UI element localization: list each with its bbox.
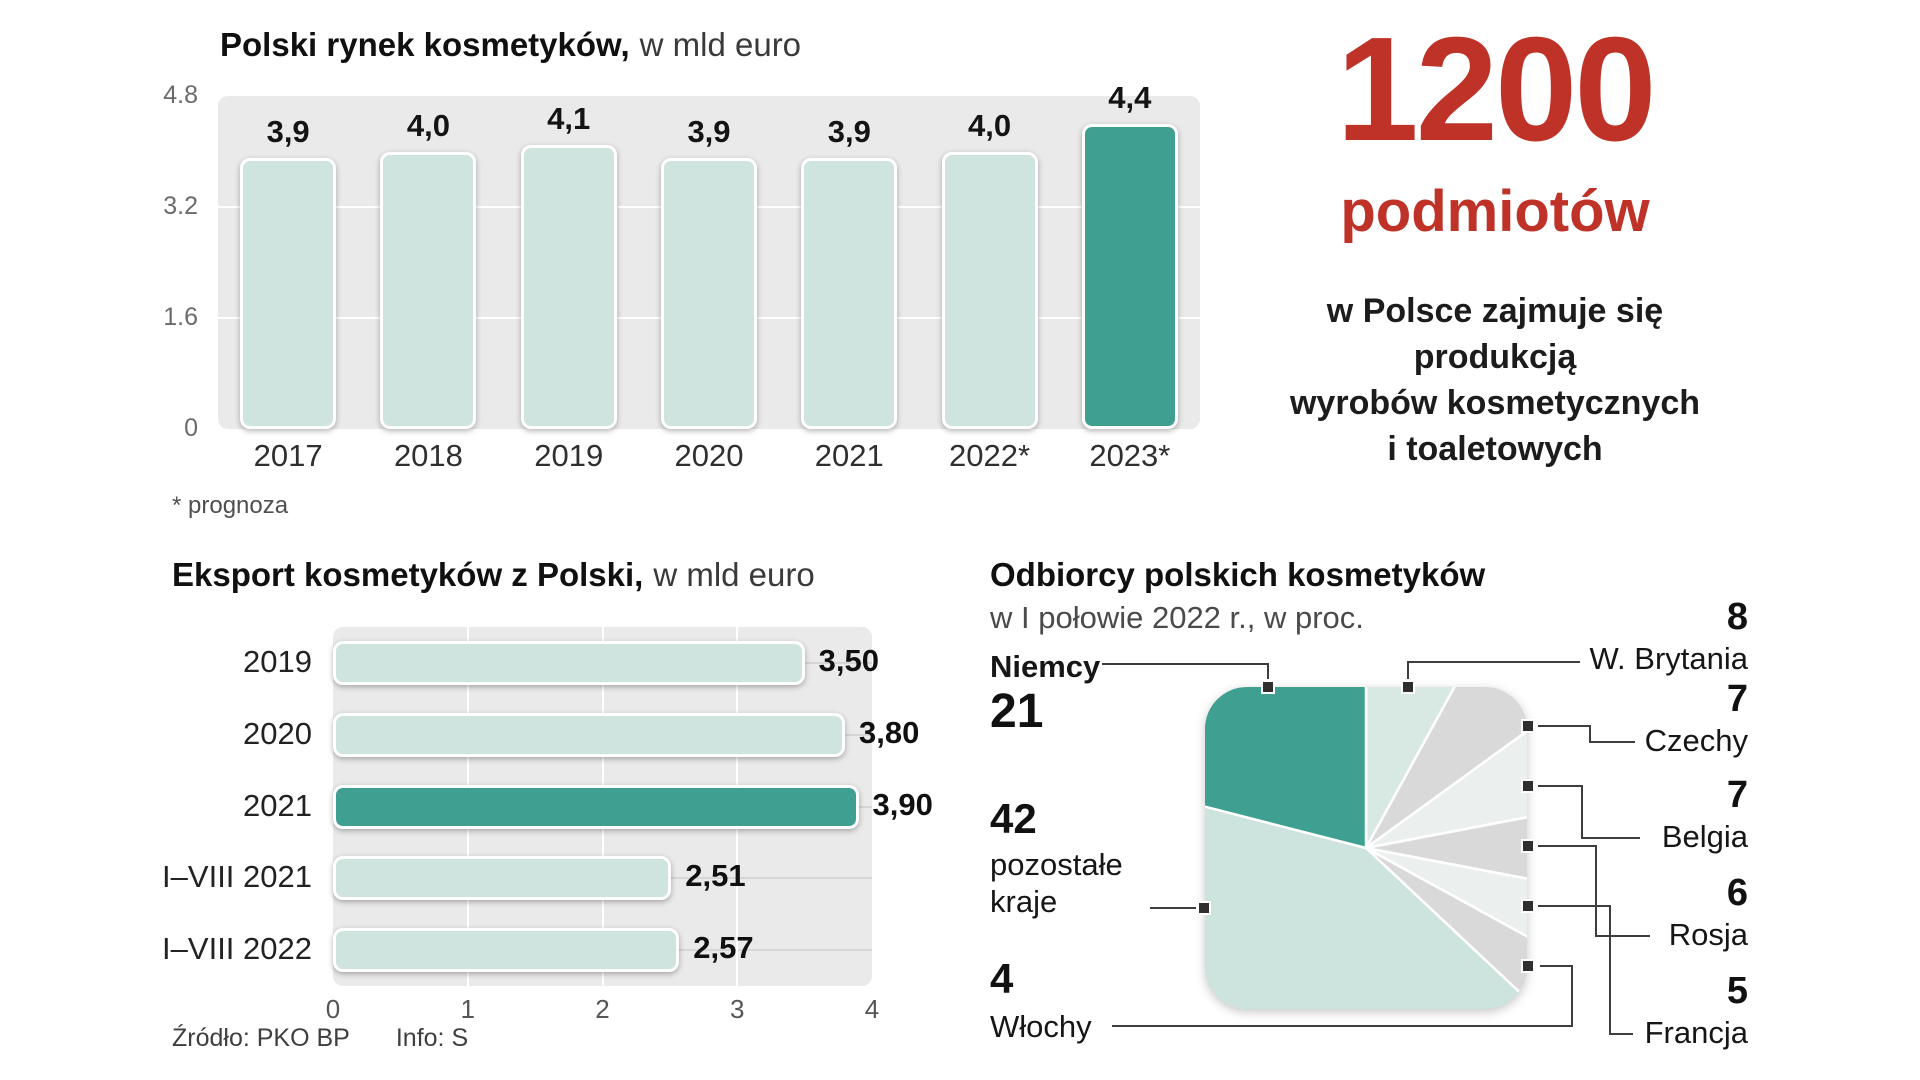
info-text: Info: S bbox=[395, 1024, 469, 1052]
connector-niemcy bbox=[1102, 663, 1269, 679]
pie-value-w-brytania: 8 bbox=[1726, 596, 1748, 638]
bar-value-2021: 3,90 bbox=[872, 786, 933, 822]
x-category-2017: 2017 bbox=[253, 438, 323, 473]
pie-chart-title: Odbiorcy polskich kosmetyków bbox=[990, 556, 1486, 593]
highlight-line-1: w Polsce zajmuje się bbox=[1326, 292, 1664, 330]
bar-2019 bbox=[333, 640, 805, 685]
highlight-word: podmiotów bbox=[1340, 179, 1650, 244]
market-footnote: * prognoza bbox=[172, 492, 289, 519]
market-x-axis: 2017 2018 2019 2020 2021 2022* 2023* bbox=[218, 438, 1200, 478]
export-chart-title-main: Eksport kosmetyków z Polski, bbox=[172, 556, 644, 593]
category-i-viii-2022: I–VIII 2022 bbox=[162, 931, 312, 967]
bar-value-2020: 3,80 bbox=[859, 714, 920, 750]
x-category-2020: 2020 bbox=[674, 438, 744, 473]
highlight-line-3: wyrobów kosmetycznych bbox=[1289, 384, 1700, 422]
bar-value-2018: 4,0 bbox=[406, 107, 450, 143]
pie-slice-group bbox=[1205, 687, 1527, 1009]
category-i-viii-2021: I–VIII 2021 bbox=[162, 859, 312, 895]
market-chart-title-main: Polski rynek kosmetyków, bbox=[220, 26, 630, 63]
market-chart-title: Polski rynek kosmetyków, w mld euro bbox=[220, 26, 801, 64]
x-tick-3: 3 bbox=[730, 994, 745, 1024]
pie-chart bbox=[1205, 687, 1527, 1009]
bar-value-2022: 4,0 bbox=[968, 107, 1012, 143]
y-tick-4.8: 4.8 bbox=[163, 81, 198, 109]
highlight-description: w Polsce zajmuje się produkcją wyrobów k… bbox=[1245, 288, 1745, 472]
pie-label-francja: Francja bbox=[1644, 1015, 1748, 1050]
source-text: Źródło: PKO BP bbox=[172, 1024, 350, 1052]
x-category-2022: 2022* bbox=[949, 438, 1031, 473]
export-plot-area: 3,50 3,80 3,90 2,51 2,57 bbox=[333, 627, 933, 986]
bar-2023 bbox=[1081, 123, 1178, 429]
export-x-axis: 0 1 2 3 4 bbox=[326, 994, 879, 1026]
export-chart-title: Eksport kosmetyków z Polski, w mld euro bbox=[172, 556, 815, 594]
bar-value-2019: 3,50 bbox=[818, 642, 879, 678]
bar-i-viii-2021 bbox=[333, 856, 672, 901]
category-2020: 2020 bbox=[243, 715, 312, 751]
bar-2020 bbox=[333, 712, 846, 757]
market-y-axis: 4.8 3.2 1.6 0 bbox=[120, 81, 206, 442]
highlight-number: 1200 bbox=[1336, 7, 1656, 172]
pie-value-niemcy: 21 bbox=[990, 685, 1044, 738]
bar-value-2017: 3,9 bbox=[266, 114, 310, 150]
bar-value-2021: 3,9 bbox=[827, 114, 871, 150]
bar-2021 bbox=[333, 784, 859, 829]
highlight-line-2: produkcją bbox=[1413, 338, 1577, 376]
bar-value-2023: 4,4 bbox=[1108, 79, 1152, 115]
pie-value-wlochy: 4 bbox=[990, 955, 1014, 1002]
x-tick-4: 4 bbox=[864, 994, 880, 1024]
y-tick-0: 0 bbox=[184, 414, 198, 442]
pie-slice-czechy bbox=[1364, 687, 1527, 850]
source-line: Źródło: PKO BP Info: S bbox=[172, 1024, 514, 1053]
bar-2019 bbox=[520, 144, 617, 429]
bar-value-i-viii-2021: 2,51 bbox=[685, 858, 746, 894]
pie-slice-rosja bbox=[1365, 799, 1527, 897]
bar-2022 bbox=[941, 151, 1038, 429]
pie-chart-subtitle: w I połowie 2022 r., w proc. bbox=[990, 600, 1364, 635]
x-category-2023: 2023* bbox=[1089, 438, 1171, 473]
x-tick-1: 1 bbox=[460, 994, 475, 1024]
category-2021: 2021 bbox=[243, 787, 312, 823]
pie-label-pozostale: pozostałe kraje bbox=[990, 847, 1123, 919]
bar-2020 bbox=[661, 158, 757, 429]
market-chart-title-unit: w mld euro bbox=[639, 26, 802, 63]
category-2019: 2019 bbox=[243, 643, 312, 679]
pie-label-belgia: Belgia bbox=[1661, 819, 1748, 854]
bar-value-2020: 3,9 bbox=[687, 114, 731, 150]
bar-2021 bbox=[801, 158, 898, 429]
pie-slice-w-ochy bbox=[1365, 846, 1527, 1009]
x-tick-0: 0 bbox=[325, 994, 341, 1024]
x-category-2021: 2021 bbox=[814, 438, 884, 473]
x-tick-2: 2 bbox=[595, 994, 610, 1024]
export-chart-title-unit: w mld euro bbox=[653, 556, 815, 593]
pie-slice-belgia bbox=[1365, 699, 1527, 850]
bar-value-2019: 4,1 bbox=[547, 100, 591, 136]
pie-label-niemcy: Niemcy bbox=[990, 649, 1101, 684]
pie-slice-niemcy bbox=[1205, 687, 1368, 850]
pie-value-rosja: 6 bbox=[1726, 872, 1748, 914]
pie-value-pozostale: 42 bbox=[990, 795, 1037, 842]
pie-value-czechy: 7 bbox=[1726, 678, 1748, 720]
bar-i-viii-2022 bbox=[333, 928, 680, 973]
x-category-2018: 2018 bbox=[393, 438, 463, 473]
market-plot-area: 3,9 4,0 4,1 3,9 3,9 4,0 4,4 bbox=[218, 80, 1200, 429]
pie-slice-francja bbox=[1365, 846, 1527, 971]
pie-slice-w-brytania bbox=[1364, 687, 1489, 849]
bar-2018 bbox=[380, 151, 477, 429]
y-tick-3.2: 3.2 bbox=[163, 192, 198, 220]
pie-label-rosja: Rosja bbox=[1668, 917, 1748, 952]
x-category-2019: 2019 bbox=[534, 438, 604, 473]
pie-label-czechy: Czechy bbox=[1644, 723, 1748, 758]
pie-value-belgia: 7 bbox=[1726, 774, 1748, 816]
pie-label-w-brytania: W. Brytania bbox=[1589, 641, 1749, 676]
pie-value-francja: 5 bbox=[1726, 970, 1748, 1012]
highlight-line-4: i toaletowych bbox=[1387, 430, 1603, 468]
pie-slice-pozosta-e-kraje bbox=[1205, 784, 1527, 1009]
pie-label-wlochy: Włochy bbox=[990, 1009, 1092, 1044]
y-tick-1.6: 1.6 bbox=[163, 303, 198, 331]
bar-2017 bbox=[240, 158, 337, 429]
bar-value-i-viii-2022: 2,57 bbox=[693, 930, 754, 966]
export-category-axis: 2019 2020 2021 I–VIII 2021 I–VIII 2022 bbox=[60, 627, 322, 986]
